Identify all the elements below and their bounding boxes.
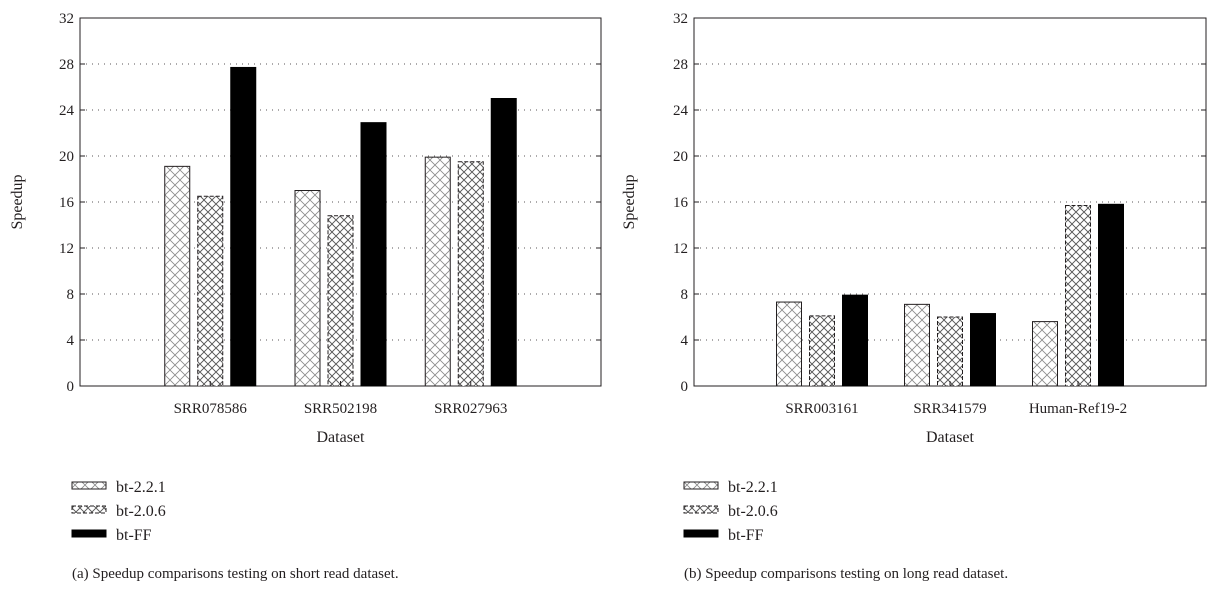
chart-b-ytick-label: 20 — [673, 149, 688, 165]
chart-a-ytick-label: 16 — [59, 195, 75, 211]
chart-a-ytick-label: 4 — [67, 333, 75, 349]
chart-b-bar-1-0 — [904, 303, 930, 387]
chart-b-legend-label-1: bt-2.0.6 — [728, 503, 778, 520]
chart-a-bar-1-1 — [327, 215, 354, 387]
chart-a-ytick-label: 32 — [59, 11, 74, 27]
chart-a-xtick-label-0: SRR078586 — [174, 401, 248, 417]
chart-a-bar-0-2 — [230, 66, 257, 387]
chart-b-bar-1-1 — [937, 316, 963, 387]
chart-b-ytick-label: 24 — [673, 103, 689, 119]
chart-a-ytick-label: 20 — [59, 149, 74, 165]
chart-a-legend-label-0: bt-2.2.1 — [116, 479, 166, 496]
chart-panel-a: 0 4 8 12 16 20 24 28 32 SRR078586 SRR502198 SRR0279… — [9, 11, 602, 582]
chart-b-bar-1-2 — [970, 313, 996, 387]
chart-a-ytick-label: 28 — [59, 57, 74, 73]
chart-a-bar-0-0 — [164, 165, 191, 387]
chart-b-bar-0-2 — [842, 294, 868, 387]
speedup-short-read-chart: 0 4 8 12 16 20 24 28 32 SRR078586 SRR502198 SRR0279… — [9, 11, 602, 582]
chart-a-bar-2-0 — [424, 156, 451, 387]
chart-a-bar-1-2 — [360, 122, 387, 387]
chart-b-ytick-label: 16 — [673, 195, 689, 211]
chart-a-xtick-label-1: SRR502198 — [304, 401, 377, 417]
chart-a-ylabel: Speedup — [9, 174, 26, 229]
chart-b-bar-0-0 — [776, 301, 802, 387]
chart-b-xtick-label-0: SRR003161 — [785, 401, 858, 417]
chart-b-legend-label-0: bt-2.2.1 — [728, 479, 778, 496]
chart-a-caption: (a) Speedup comparisons testing on short… — [72, 566, 399, 582]
chart-a-ytick-label: 24 — [59, 103, 75, 119]
chart-b-xtick-label-1: SRR341579 — [913, 401, 986, 417]
chart-a-xlabel: Dataset — [317, 429, 366, 446]
chart-a-xtick-label-2: SRR027963 — [434, 401, 507, 417]
chart-a-bar-1-0 — [294, 190, 321, 387]
chart-a-legend-label-1: bt-2.0.6 — [116, 503, 166, 520]
chart-b-ytick-label: 28 — [673, 57, 688, 73]
chart-b-bar-2-0 — [1032, 321, 1058, 387]
chart-b-legend-swatch-1 — [683, 505, 719, 514]
chart-a-ytick-label: 0 — [67, 379, 75, 395]
chart-a-bar-2-2 — [490, 98, 517, 387]
chart-b-bar-2-1 — [1065, 204, 1091, 387]
chart-a-bar-0-1 — [197, 195, 224, 387]
chart-b-legend-label-2: bt-FF — [728, 527, 764, 544]
chart-panel-b: 0 4 8 12 16 20 24 28 32 SRR003161 SRR341579 Human-R… — [612, 0, 1223, 593]
chart-a-ytick-label: 8 — [67, 287, 75, 303]
chart-b-ytick-label: 32 — [673, 11, 688, 27]
chart-b-legend-swatch-2 — [683, 529, 719, 538]
chart-a-bar-2-1 — [457, 161, 484, 387]
chart-b-ytick-label: 12 — [673, 241, 688, 257]
chart-b-caption: (b) Speedup comparisons testing on long … — [684, 566, 1008, 582]
chart-b-ytick-label: 8 — [681, 287, 689, 303]
chart-b-xtick-label-2: Human-Ref19-2 — [1029, 401, 1127, 417]
chart-b-ytick-label: 4 — [681, 333, 689, 349]
chart-b-legend-swatch-0 — [683, 481, 719, 490]
chart-a-legend-swatch-1 — [71, 505, 107, 514]
chart-a-legend-swatch-2 — [71, 529, 107, 538]
chart-a-legend-label-2: bt-FF — [116, 527, 152, 544]
chart-b-xlabel: Dataset — [926, 429, 975, 446]
speedup-long-read-chart: 0 4 8 12 16 20 24 28 32 SRR003161 SRR341579 Human-R… — [621, 11, 1207, 582]
chart-a-ytick-label: 12 — [59, 241, 74, 257]
chart-b-ylabel: Speedup — [621, 174, 638, 229]
chart-a-legend-swatch-0 — [71, 481, 107, 490]
chart-b-ytick-label: 0 — [681, 379, 689, 395]
chart-b-bar-2-2 — [1098, 203, 1124, 387]
chart-b-bar-0-1 — [809, 315, 835, 387]
